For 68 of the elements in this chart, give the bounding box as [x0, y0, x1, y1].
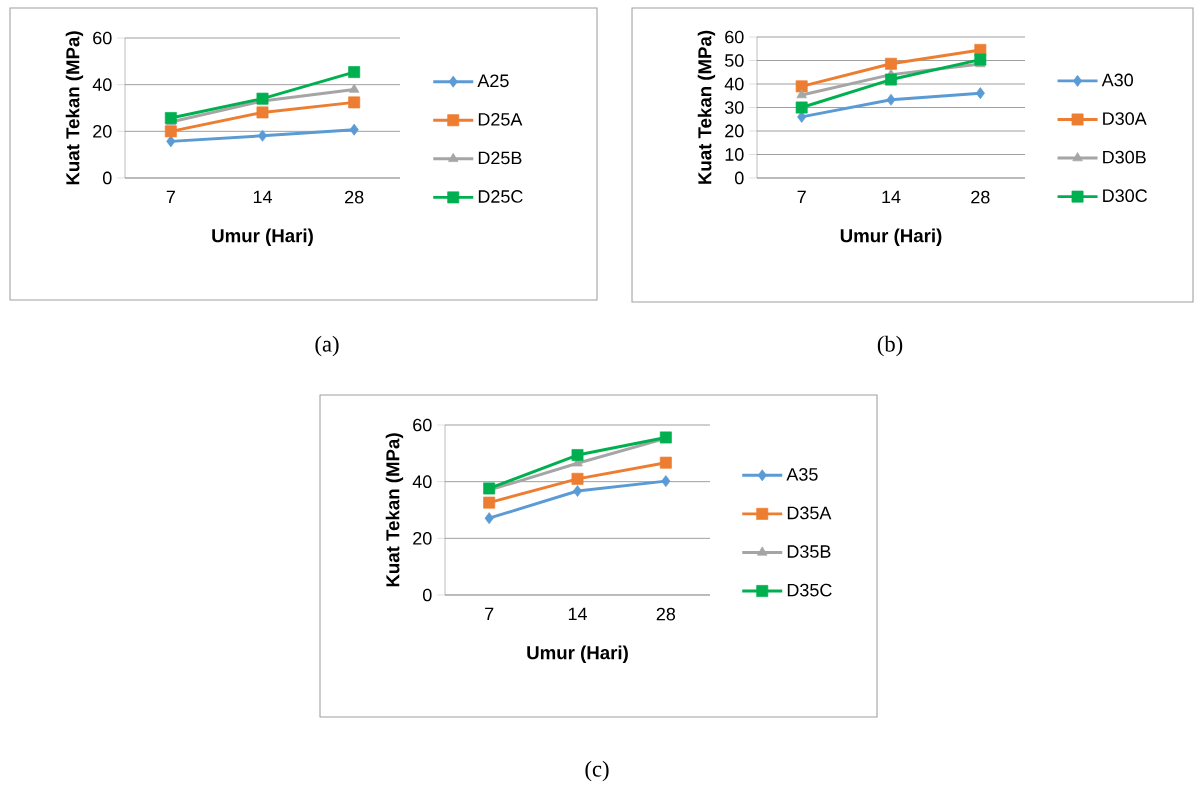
legend-label: D35C	[787, 583, 832, 597]
y-axis-title: Kuat Tekan (MPa)	[697, 30, 716, 184]
x-tick-label: 7	[166, 190, 175, 204]
point	[885, 73, 897, 86]
legend-label: D30B	[1103, 150, 1146, 164]
point	[484, 512, 494, 525]
legend-label: A25	[477, 74, 509, 88]
x-tick-label: 28	[971, 190, 990, 204]
y-tick-label: 40	[92, 78, 112, 92]
y-tick-label: 50	[724, 54, 744, 67]
y-tick-label: 40	[412, 475, 432, 489]
y-tick-label: 20	[413, 531, 432, 545]
y-tick-label: 20	[725, 124, 744, 138]
legend-label: D25A	[478, 112, 523, 126]
legend-label: D25C	[478, 190, 523, 203]
y-tick-label: 0	[735, 171, 744, 185]
point	[795, 101, 808, 114]
point	[572, 485, 583, 497]
y-tick-label: 20	[93, 124, 112, 138]
point	[483, 496, 496, 509]
legend-label: D35A	[787, 506, 832, 520]
point	[571, 449, 584, 461]
x-tick-label: 7	[797, 190, 806, 204]
point	[885, 57, 897, 70]
y-tick-label: 60	[413, 418, 432, 432]
text: (c)	[585, 760, 609, 782]
x-tick-label: 14	[568, 607, 587, 621]
point	[886, 93, 896, 106]
y-axis-title: Kuat Tekan (MPa)	[65, 31, 84, 185]
x-axis-title: Umur (Hari)	[840, 228, 942, 246]
x-tick-label: 28	[656, 607, 676, 621]
legend-label: D30C	[1103, 189, 1148, 203]
point	[348, 66, 361, 79]
x-tick-label: 7	[485, 607, 494, 621]
legend-label: D30A	[1103, 112, 1147, 125]
legend-label: A30	[1101, 73, 1133, 87]
y-tick-label: 0	[423, 588, 432, 602]
y-tick-label: 0	[102, 171, 112, 185]
y-tick-label: 40	[724, 77, 744, 91]
x-tick-label: 28	[345, 190, 364, 204]
point	[661, 475, 671, 488]
text: (a)	[315, 335, 339, 357]
y-axis-title: Kuat Tekan (MPa)	[385, 433, 404, 587]
y-tick-label: 60	[725, 30, 744, 44]
x-axis-title: Umur (Hari)	[212, 228, 313, 246]
point	[348, 83, 360, 93]
x-tick-label: 14	[253, 190, 272, 204]
y-tick-label: 30	[724, 101, 744, 114]
x-axis-title: Umur (Hari)	[527, 645, 628, 663]
point	[164, 112, 177, 124]
legend-label: D25B	[478, 151, 522, 165]
point	[164, 125, 177, 138]
point	[349, 123, 359, 136]
point	[348, 96, 361, 109]
text: (b)	[877, 335, 903, 357]
y-tick-label: 10	[725, 148, 744, 161]
legend-label: A35	[786, 468, 818, 481]
point	[974, 53, 987, 66]
point	[571, 472, 584, 485]
point	[659, 456, 672, 469]
x-tick-label: 14	[882, 190, 901, 204]
point	[256, 106, 269, 119]
legend-label: D35B	[787, 545, 831, 558]
point	[975, 87, 985, 100]
point	[166, 135, 176, 148]
y-tick-label: 60	[93, 31, 112, 45]
point	[795, 80, 808, 93]
point	[796, 89, 807, 99]
